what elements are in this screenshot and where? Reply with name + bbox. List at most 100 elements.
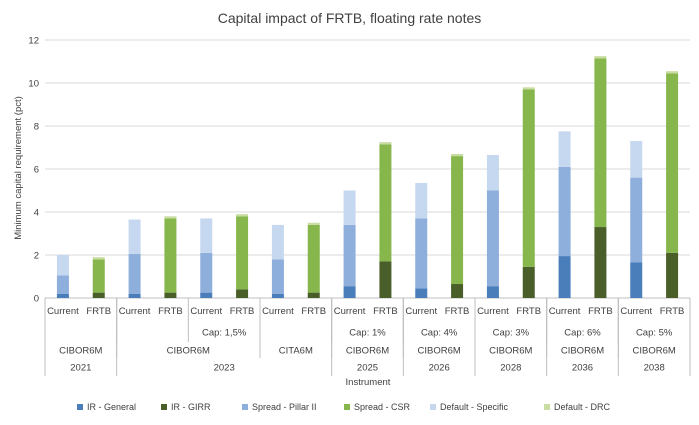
bar-segment (522, 87, 535, 90)
x-group-label: CIBOR6M (346, 346, 389, 357)
bar-segment (56, 293, 69, 298)
bar-segment (486, 155, 499, 191)
bar-segment (343, 190, 356, 225)
bar-segment (200, 218, 213, 253)
y-tick-label: 4 (34, 208, 39, 219)
x-group-label: CIBOR6M (489, 346, 532, 357)
bar-segment (236, 214, 249, 217)
x-group-label: Cap: 6% (564, 328, 601, 339)
y-tick-labels: 0 2 4 6 8 10 12 (28, 36, 39, 305)
x-group-label: Cap: 4% (421, 328, 458, 339)
bar-segment (594, 56, 607, 59)
x-tick-label: Current (119, 306, 151, 317)
bar-segment (200, 252, 213, 293)
x-group-label: 2028 (500, 363, 521, 374)
x-tick-label: FRTB (660, 306, 685, 317)
x-tick-label: FRTB (445, 306, 470, 317)
bar-segment (164, 216, 177, 219)
y-tick-label: 10 (28, 79, 39, 90)
bar-segment (164, 292, 177, 298)
x-group-label: CITA6M (279, 346, 313, 357)
bar-segment (236, 289, 249, 298)
legend-label: Default - DRC (554, 402, 611, 412)
bar-segment (379, 144, 392, 262)
bar-segment (128, 253, 141, 294)
legend-label: Spread - CSR (354, 402, 411, 412)
x-tick-label: Current (405, 306, 437, 317)
bar-segment (451, 153, 464, 157)
bar-segment (271, 293, 284, 298)
x-group-label: Cap: 5% (636, 328, 673, 339)
bar-segment (558, 256, 571, 298)
bar-segment (271, 224, 284, 260)
x-tick-label: FRTB (230, 306, 255, 317)
bar-segment (164, 218, 177, 293)
x-group-label: CIBOR6M (59, 346, 102, 357)
x-group-label: 2023 (214, 363, 235, 374)
bar-segment (666, 71, 679, 74)
x-group-label: 2038 (644, 363, 665, 374)
legend-label: Spread - Pillar II (252, 402, 317, 412)
x-group-label: Cap: 1% (349, 328, 386, 339)
x-tick-label: FRTB (373, 306, 398, 317)
x-axis-title: Instrument (346, 377, 391, 388)
bar-segment (200, 292, 213, 298)
x-tick-label: Current (190, 306, 222, 317)
legend-label: Default - Specific (440, 402, 509, 412)
legend: IR - General IR - GIRR Spread - Pillar II S… (77, 402, 611, 412)
gridlines (45, 39, 690, 299)
chart-title: Capital impact of FRTB, floating rate no… (218, 10, 482, 26)
bar-segment (92, 292, 105, 298)
legend-label: IR - GIRR (171, 402, 211, 412)
bar-segment (271, 259, 284, 294)
bar-segment (451, 284, 464, 298)
legend-swatch (344, 404, 350, 410)
legend-label: IR - General (87, 402, 136, 412)
legend-swatch (242, 404, 248, 410)
bar-segment (630, 262, 643, 298)
y-tick-label: 8 (34, 122, 39, 133)
x-group-label: CIBOR6M (633, 346, 676, 357)
x-group-label: CIBOR6M (561, 346, 604, 357)
bar-segment (307, 292, 320, 298)
bar-segment (666, 252, 679, 298)
x-tick-label: Current (47, 306, 79, 317)
x-tick-label: FRTB (301, 306, 326, 317)
legend-swatch (544, 404, 550, 410)
x-tick-label: Current (334, 306, 366, 317)
bar-segment (92, 259, 105, 293)
x-tick-label: FRTB (86, 306, 111, 317)
bar-segment (343, 286, 356, 298)
x-tick-label: Current (262, 306, 294, 317)
bar-segment (451, 156, 464, 285)
bar-segment (415, 218, 428, 289)
x-group-label: CIBOR6M (418, 346, 461, 357)
bar-segment (558, 166, 571, 257)
bar-segment (594, 58, 607, 228)
x-group-label: 2025 (357, 363, 378, 374)
bar-segment (56, 275, 69, 294)
x-tick-label: FRTB (588, 306, 613, 317)
bar-segment (343, 224, 356, 287)
legend-swatch (161, 404, 167, 410)
bar-segment (522, 266, 535, 298)
bar-segment (128, 219, 141, 254)
bar-segment (415, 182, 428, 219)
x-group-label: CIBOR6M (167, 346, 210, 357)
bar-segment (236, 216, 249, 290)
x-group-label: 2021 (70, 363, 91, 374)
bar-segment (486, 190, 499, 287)
x-tick-label: Current (549, 306, 581, 317)
bar-segment (630, 177, 643, 263)
bar-segment (558, 131, 571, 167)
x-group-label: 2036 (572, 363, 593, 374)
bar-segment (307, 222, 320, 225)
y-tick-label: 6 (34, 165, 39, 176)
y-tick-label: 12 (28, 36, 39, 47)
bar-segment (307, 224, 320, 293)
x-tick-label: FRTB (516, 306, 541, 317)
y-tick-label: 2 (34, 251, 39, 262)
bar-segment (92, 257, 105, 260)
bar-segment (486, 286, 499, 298)
bar-segment (522, 89, 535, 267)
